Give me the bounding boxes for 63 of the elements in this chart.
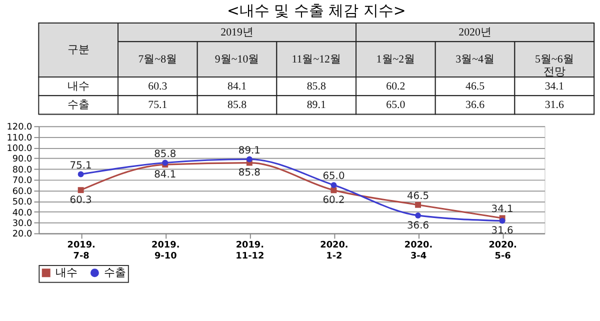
text: 75.1 (148, 98, 168, 111)
text: 84.1 (227, 80, 247, 92)
y-tick-label: 120.0 (6, 122, 33, 133)
text: 85.8 (306, 80, 326, 92)
data-label: 46.5 (406, 190, 430, 202)
point (415, 202, 421, 208)
y-tick-label: 30.0 (12, 219, 33, 230)
point (330, 187, 337, 194)
point (78, 171, 84, 178)
data-label: 75.1 (70, 160, 92, 172)
y-tick-label: 60.0 (12, 186, 33, 197)
text: 34.1 (544, 80, 564, 92)
text: 60.2 (386, 80, 406, 92)
text: 수출 (67, 98, 90, 111)
text: 9월~10월 (214, 53, 260, 66)
data-label: 34.1 (491, 204, 514, 216)
data-label: 85.8 (154, 148, 176, 160)
x-tick-label: 2020. 1-2 (320, 240, 348, 262)
text: 89.1 (306, 98, 326, 111)
x-tick-label: 2020. 5-6 (488, 240, 517, 262)
data-label: 31.6 (491, 226, 514, 237)
x-tick-label: 2020. 3-4 (404, 240, 433, 262)
text: 46.5 (466, 80, 486, 92)
point (499, 218, 506, 224)
y-tick-label: 20.0 (12, 230, 33, 240)
data-label: 65.0 (322, 171, 345, 182)
text: 60.3 (148, 80, 168, 92)
text: 1월~2월 (376, 53, 416, 66)
y-tick-label: 90.0 (12, 154, 33, 165)
y-tick-label: 100.0 (6, 144, 33, 154)
y-tick-label: 40.0 (12, 208, 33, 218)
data-label: 60.3 (70, 194, 92, 206)
x-tick-label: 2019. 9-10 (152, 240, 180, 262)
legend-label: 수출 (104, 266, 126, 279)
text: 2019년 (220, 26, 254, 38)
text: 구분 (67, 44, 90, 56)
text: <내수 및 수출 체감 지수> (226, 2, 406, 20)
text: 31.6 (544, 98, 564, 111)
point (330, 182, 337, 188)
y-tick-label: 70.0 (12, 176, 33, 186)
y-tick-label: 50.0 (12, 198, 33, 208)
data-label: 89.1 (238, 145, 260, 156)
point (415, 212, 421, 218)
text: 5월~6월 전망 (534, 53, 574, 78)
point (246, 156, 252, 162)
data-label: 36.6 (406, 220, 430, 232)
data-label: 84.1 (154, 169, 176, 180)
text: 85.8 (227, 98, 248, 111)
legend-label: 내수 (56, 266, 78, 279)
data-label: 85.8 (238, 168, 260, 179)
text: 65.0 (386, 98, 406, 111)
y-tick-label: 80.0 (12, 165, 33, 176)
x-tick-label: 2019. 7-8 (67, 240, 96, 262)
text: 7월~8월 (138, 53, 178, 66)
text: 36.6 (466, 98, 486, 111)
text: 내수 (67, 80, 90, 92)
point (78, 187, 84, 194)
data-label: 60.2 (322, 195, 345, 206)
y-tick-label: 110.0 (6, 133, 33, 144)
text: 3월~4월 (456, 53, 494, 66)
text: 11월~12월 (292, 53, 342, 66)
text: 2020년 (458, 26, 492, 38)
x-tick-label: 2019. 11-12 (236, 240, 264, 262)
